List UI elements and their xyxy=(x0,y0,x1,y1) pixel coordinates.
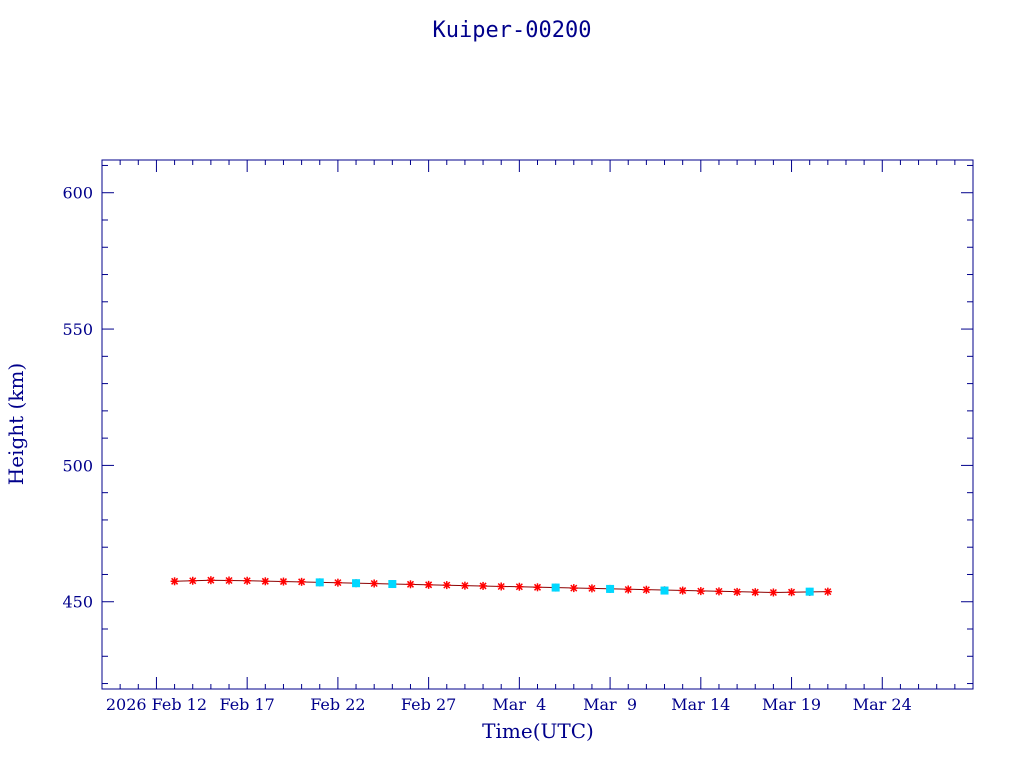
x-tick-label: Mar 14 xyxy=(671,695,730,714)
data-point-star xyxy=(406,580,415,589)
y-tick-label: 600 xyxy=(62,184,93,203)
chart-title: Kuiper-00200 xyxy=(433,18,592,43)
data-point-star xyxy=(442,581,451,590)
data-point-star xyxy=(497,582,506,591)
x-tick-label: Mar 9 xyxy=(583,695,637,714)
data-point-star xyxy=(569,584,578,593)
data-point-star xyxy=(515,582,524,591)
data-point-star xyxy=(370,579,379,588)
data-point-star xyxy=(424,580,433,589)
data-point-star xyxy=(297,577,306,586)
data-point-square xyxy=(606,584,615,593)
x-tick-label: Mar 4 xyxy=(492,695,546,714)
x-axis-ticks: 2026 Feb 12 Feb 17 Feb 22 Feb 27 Mar 4 Mar 9 M… xyxy=(106,160,956,714)
x-axis-label: Time(UTC) xyxy=(482,719,594,743)
x-tick-label: Mar 19 xyxy=(762,695,821,714)
y-tick-label: 450 xyxy=(62,593,93,612)
data-point-star xyxy=(333,578,342,587)
data-point-square xyxy=(352,579,361,588)
data-point-square xyxy=(551,583,560,592)
data-point-star xyxy=(460,581,469,590)
x-tick-label: Feb 27 xyxy=(401,695,456,714)
data-point-star xyxy=(225,576,234,585)
x-tick-label: 2026 Feb 12 xyxy=(106,695,207,714)
data-point-star xyxy=(642,585,651,594)
data-point-square xyxy=(660,586,669,595)
data-point-square xyxy=(315,578,324,587)
plot-area xyxy=(170,576,832,597)
x-tick-label: Mar 24 xyxy=(853,695,912,714)
y-tick-label: 550 xyxy=(62,320,93,339)
data-point-star xyxy=(206,576,215,585)
plot-frame xyxy=(101,159,974,690)
data-point-star xyxy=(624,585,633,594)
data-point-star xyxy=(823,587,832,596)
y-axis-label: Height (km) xyxy=(4,363,28,485)
data-point-star xyxy=(733,587,742,596)
data-point-star xyxy=(533,583,542,592)
data-point-star xyxy=(714,587,723,596)
y-axis-ticks: 450 500 550 600 xyxy=(62,164,973,685)
data-point-star xyxy=(170,577,179,586)
data-point-star xyxy=(787,588,796,597)
data-point-star xyxy=(279,577,288,586)
data-point-star xyxy=(261,577,270,586)
data-point-star xyxy=(243,576,252,585)
x-tick-label: Feb 17 xyxy=(219,695,274,714)
data-point-star xyxy=(188,576,197,585)
data-point-square xyxy=(805,587,814,596)
x-tick-label: Feb 22 xyxy=(310,695,365,714)
data-point-star xyxy=(696,587,705,596)
data-point-star xyxy=(769,588,778,597)
y-tick-label: 500 xyxy=(62,456,93,475)
data-point-star xyxy=(751,588,760,597)
data-point-star xyxy=(479,581,488,590)
data-point-star xyxy=(587,584,596,593)
data-point-square xyxy=(388,580,397,589)
data-point-star xyxy=(678,586,687,595)
